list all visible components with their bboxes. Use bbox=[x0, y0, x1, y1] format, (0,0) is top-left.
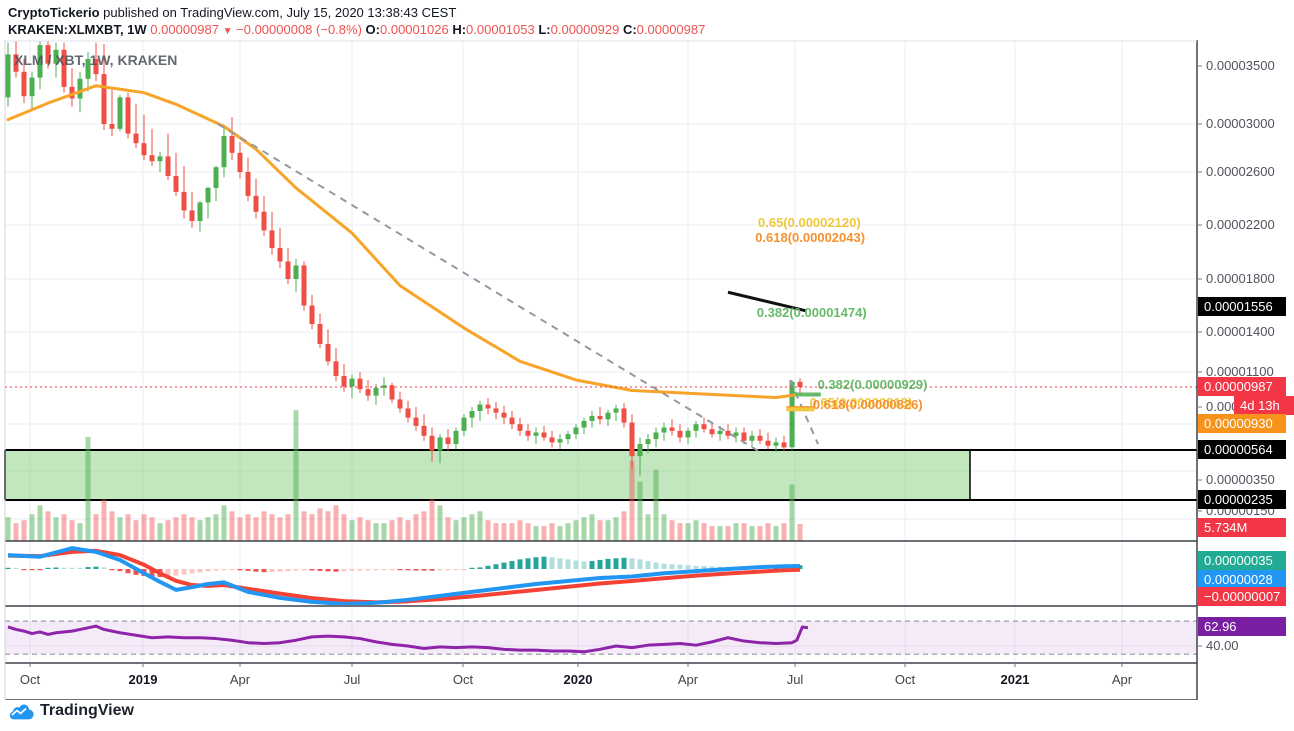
close-value: 0.00000987 bbox=[636, 22, 706, 37]
symbol-name[interactable]: KRAKEN:XLMXBT, 1W bbox=[8, 22, 147, 37]
time-axis-label: Jul bbox=[343, 672, 361, 687]
time-axis-label: Oct bbox=[894, 672, 916, 687]
price-axis-badge: 0.00000930 bbox=[1198, 414, 1286, 433]
price-change: −0.00000008 (−0.8%) bbox=[236, 22, 362, 37]
open-value: 0.00001026 bbox=[380, 22, 449, 37]
price-axis-label: 0.00000350 bbox=[1206, 472, 1275, 487]
low-value: 0.00000929 bbox=[550, 22, 620, 37]
time-axis-label: Apr bbox=[677, 672, 699, 687]
price-axis-badge: 0.00000564 bbox=[1198, 440, 1286, 459]
publish-byline: CryptoTickerio published on TradingView.… bbox=[8, 5, 456, 20]
price-axis-badge: 0.00000987 bbox=[1198, 377, 1286, 396]
main-chart-plot[interactable] bbox=[0, 40, 1294, 700]
fib-level-label: 0.618(0.00000826) bbox=[812, 396, 923, 412]
time-axis-label: Apr bbox=[229, 672, 251, 687]
time-axis-label: Jul bbox=[786, 672, 804, 687]
time-axis-label: 2020 bbox=[563, 672, 593, 687]
last-price: 0.00000987 bbox=[150, 22, 219, 37]
close-label: C: bbox=[622, 22, 637, 37]
price-axis-badge: 5.734M bbox=[1198, 518, 1286, 537]
symbol-watermark: XLM / XBT, 1W, KRAKEN bbox=[14, 52, 178, 68]
price-axis-badge: 0.00000235 bbox=[1198, 490, 1286, 509]
fib-level-label: 0.382(0.00001474) bbox=[756, 304, 867, 320]
high-label: H: bbox=[452, 22, 467, 37]
tradingview-brand: TradingView bbox=[40, 702, 134, 719]
time-axis-label: 2019 bbox=[128, 672, 158, 687]
fib-level-label: 0.65(0.00000813) bbox=[809, 395, 913, 411]
tradingview-attribution[interactable]: TradingView bbox=[8, 702, 134, 720]
fib-level-label: 0.65(0.00002120) bbox=[758, 215, 861, 230]
time-axis-label: Oct bbox=[452, 672, 474, 687]
price-axis-label: 0.00001800 bbox=[1206, 271, 1275, 286]
time-axis-label: Oct bbox=[19, 672, 41, 687]
low-label: L: bbox=[538, 22, 551, 37]
price-axis-badge: −0.00000007 bbox=[1198, 587, 1286, 606]
price-axis-label: 0.00001400 bbox=[1206, 324, 1275, 339]
time-axis-label: Apr bbox=[1111, 672, 1133, 687]
down-arrow-icon: ▼ bbox=[222, 26, 233, 37]
price-axis-label: 0.00002600 bbox=[1206, 164, 1275, 179]
price-axis-badge: 0.00000028 bbox=[1198, 570, 1286, 589]
price-axis-label: 0.00003500 bbox=[1206, 58, 1275, 73]
price-axis-badge: 4d 13h bbox=[1234, 396, 1294, 415]
price-axis-badge: 62.96 bbox=[1198, 617, 1286, 636]
price-axis-badge: 0.00000035 bbox=[1198, 551, 1286, 570]
fib-level-label: 0.382(0.00000929) bbox=[817, 377, 928, 393]
publish-text: published on TradingView.com, July 15, 2… bbox=[99, 5, 457, 20]
price-axis-label: 40.00 bbox=[1206, 638, 1239, 653]
price-axis-label: 0.00001100 bbox=[1206, 364, 1274, 379]
high-value: 0.00001053 bbox=[466, 22, 535, 37]
open-label: O: bbox=[365, 22, 380, 37]
price-axis-label: 0.00002200 bbox=[1206, 217, 1275, 232]
symbol-info-bar: KRAKEN:XLMXBT, 1W 0.00000987 ▼ −0.000000… bbox=[8, 22, 705, 37]
author-name: CryptoTickerio bbox=[8, 5, 100, 20]
price-axis-label: 0.00003000 bbox=[1206, 116, 1275, 131]
fib-level-label: 0.618(0.00002043) bbox=[755, 229, 866, 245]
price-axis-badge: 0.00001556 bbox=[1198, 297, 1286, 316]
tradingview-logo-icon bbox=[9, 704, 34, 719]
time-axis-label: 2021 bbox=[1000, 672, 1030, 687]
